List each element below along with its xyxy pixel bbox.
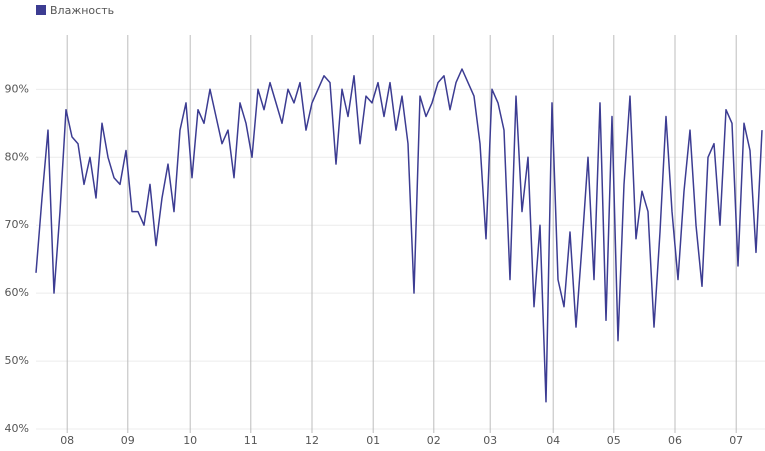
y-tick-label: 90%	[5, 82, 29, 95]
y-tick-label: 40%	[5, 422, 29, 435]
x-tick-label: 01	[366, 434, 380, 447]
x-tick-label: 08	[60, 434, 74, 447]
x-tick-label: 09	[121, 434, 135, 447]
y-tick-label: 70%	[5, 218, 29, 231]
x-tick-label: 05	[607, 434, 621, 447]
y-tick-label: 50%	[5, 354, 29, 367]
x-tick-label: 11	[244, 434, 258, 447]
x-tick-label: 12	[305, 434, 319, 447]
x-tick-label: 06	[668, 434, 682, 447]
line	[35, 68, 763, 403]
legend-label: Влажность	[50, 4, 114, 17]
x-tick-label: 03	[483, 434, 497, 447]
legend-swatch	[36, 5, 46, 15]
x-tick-label: 07	[729, 434, 743, 447]
x-tick-label: 02	[427, 434, 441, 447]
x-tick-label: 04	[546, 434, 560, 447]
legend-item: Влажность	[36, 4, 114, 17]
y-tick-label: 80%	[5, 150, 29, 163]
y-tick-label: 60%	[5, 286, 29, 299]
x-tick-label: 10	[183, 434, 197, 447]
